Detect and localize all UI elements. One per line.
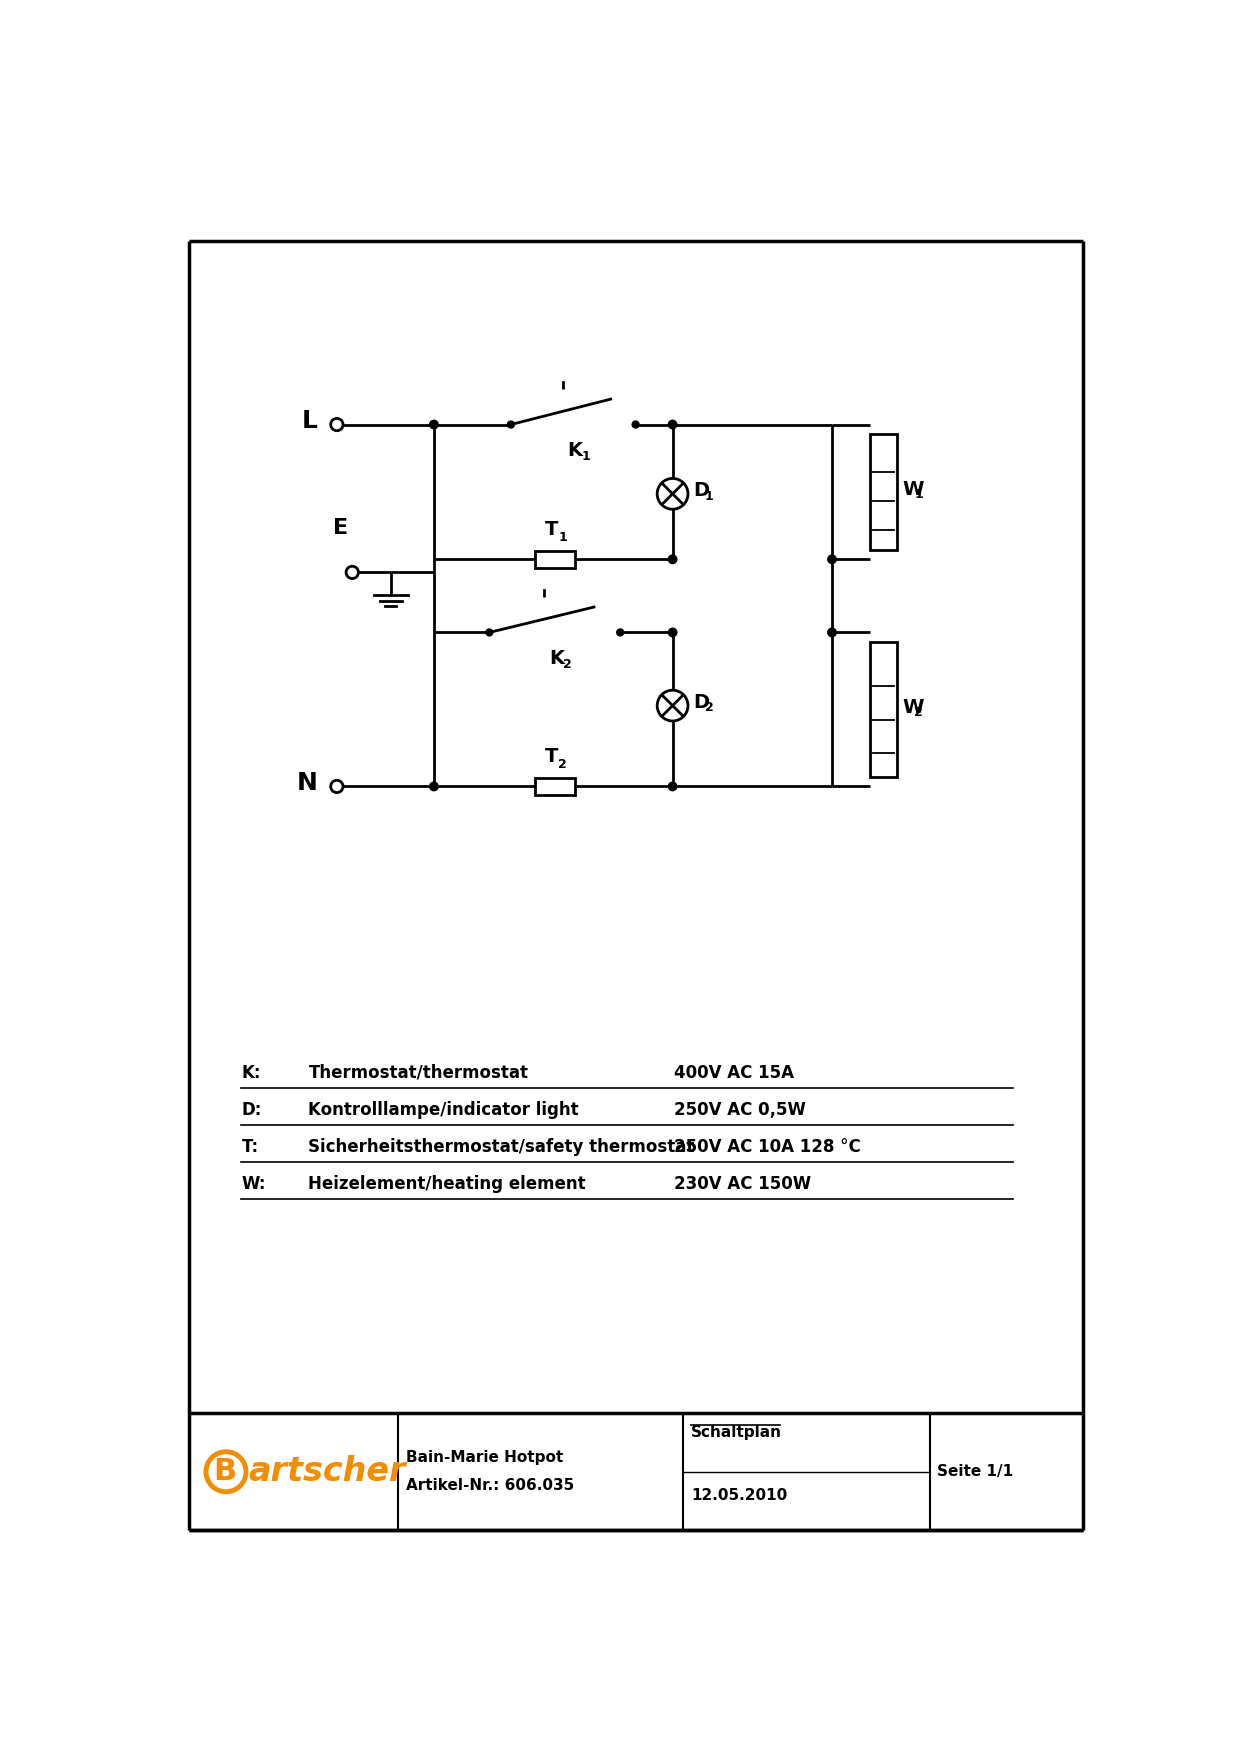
Text: L: L (302, 409, 318, 433)
Circle shape (828, 628, 836, 637)
Text: 250V AC 10A 128 °C: 250V AC 10A 128 °C (674, 1138, 861, 1156)
Circle shape (330, 419, 343, 431)
Text: 2: 2 (915, 707, 923, 719)
Bar (535, 779, 575, 795)
Text: E: E (333, 517, 349, 538)
Text: Seite 1/1: Seite 1/1 (937, 1465, 1014, 1479)
Text: K:: K: (242, 1065, 261, 1082)
Text: D: D (694, 693, 710, 712)
Text: 1: 1 (558, 531, 567, 544)
Text: B: B (213, 1458, 237, 1486)
Text: Schaltplan: Schaltplan (691, 1424, 782, 1440)
Circle shape (669, 782, 676, 791)
Text: 230V AC 150W: 230V AC 150W (674, 1175, 812, 1193)
Circle shape (617, 630, 624, 637)
Circle shape (658, 689, 688, 721)
Circle shape (429, 782, 438, 791)
Text: Bain-Marie Hotpot: Bain-Marie Hotpot (406, 1451, 563, 1465)
Text: K: K (567, 442, 582, 460)
Text: artscher: artscher (248, 1456, 406, 1487)
Text: W: W (902, 481, 923, 500)
Text: 2: 2 (558, 758, 567, 772)
Circle shape (486, 630, 493, 637)
Circle shape (346, 567, 359, 579)
Text: Artikel-Nr.: 606.035: Artikel-Nr.: 606.035 (406, 1479, 575, 1493)
Circle shape (206, 1452, 246, 1491)
Circle shape (669, 628, 676, 637)
Circle shape (658, 479, 688, 509)
Text: 2: 2 (563, 658, 572, 670)
Text: Sicherheitsthermostat/safety thermostat: Sicherheitsthermostat/safety thermostat (308, 1138, 695, 1156)
Circle shape (508, 421, 514, 428)
Text: W: W (902, 698, 923, 717)
Circle shape (632, 421, 639, 428)
Bar (535, 551, 575, 568)
Text: 400V AC 15A: 400V AC 15A (674, 1065, 794, 1082)
Text: D: D (694, 481, 710, 500)
Text: 250V AC 0,5W: 250V AC 0,5W (674, 1102, 805, 1119)
Circle shape (828, 554, 836, 563)
Text: D:: D: (242, 1102, 262, 1119)
Text: W:: W: (242, 1175, 266, 1193)
Circle shape (330, 781, 343, 793)
Text: 1: 1 (582, 449, 591, 463)
Text: Thermostat/thermostat: Thermostat/thermostat (308, 1065, 529, 1082)
Text: T: T (545, 747, 558, 766)
Text: K: K (549, 649, 563, 668)
Bar (870, 433, 897, 551)
Text: 2: 2 (705, 702, 714, 714)
Text: 12.05.2010: 12.05.2010 (691, 1487, 787, 1503)
Circle shape (669, 421, 676, 428)
Circle shape (429, 421, 438, 428)
Text: 1: 1 (705, 489, 714, 503)
Text: 1: 1 (915, 489, 923, 502)
Text: N: N (297, 770, 318, 795)
Bar (870, 642, 897, 777)
Text: Heizelement/heating element: Heizelement/heating element (308, 1175, 586, 1193)
Circle shape (669, 554, 676, 563)
Text: Kontrolllampe/indicator light: Kontrolllampe/indicator light (308, 1102, 580, 1119)
Text: T:: T: (242, 1138, 258, 1156)
Text: T: T (545, 521, 558, 538)
